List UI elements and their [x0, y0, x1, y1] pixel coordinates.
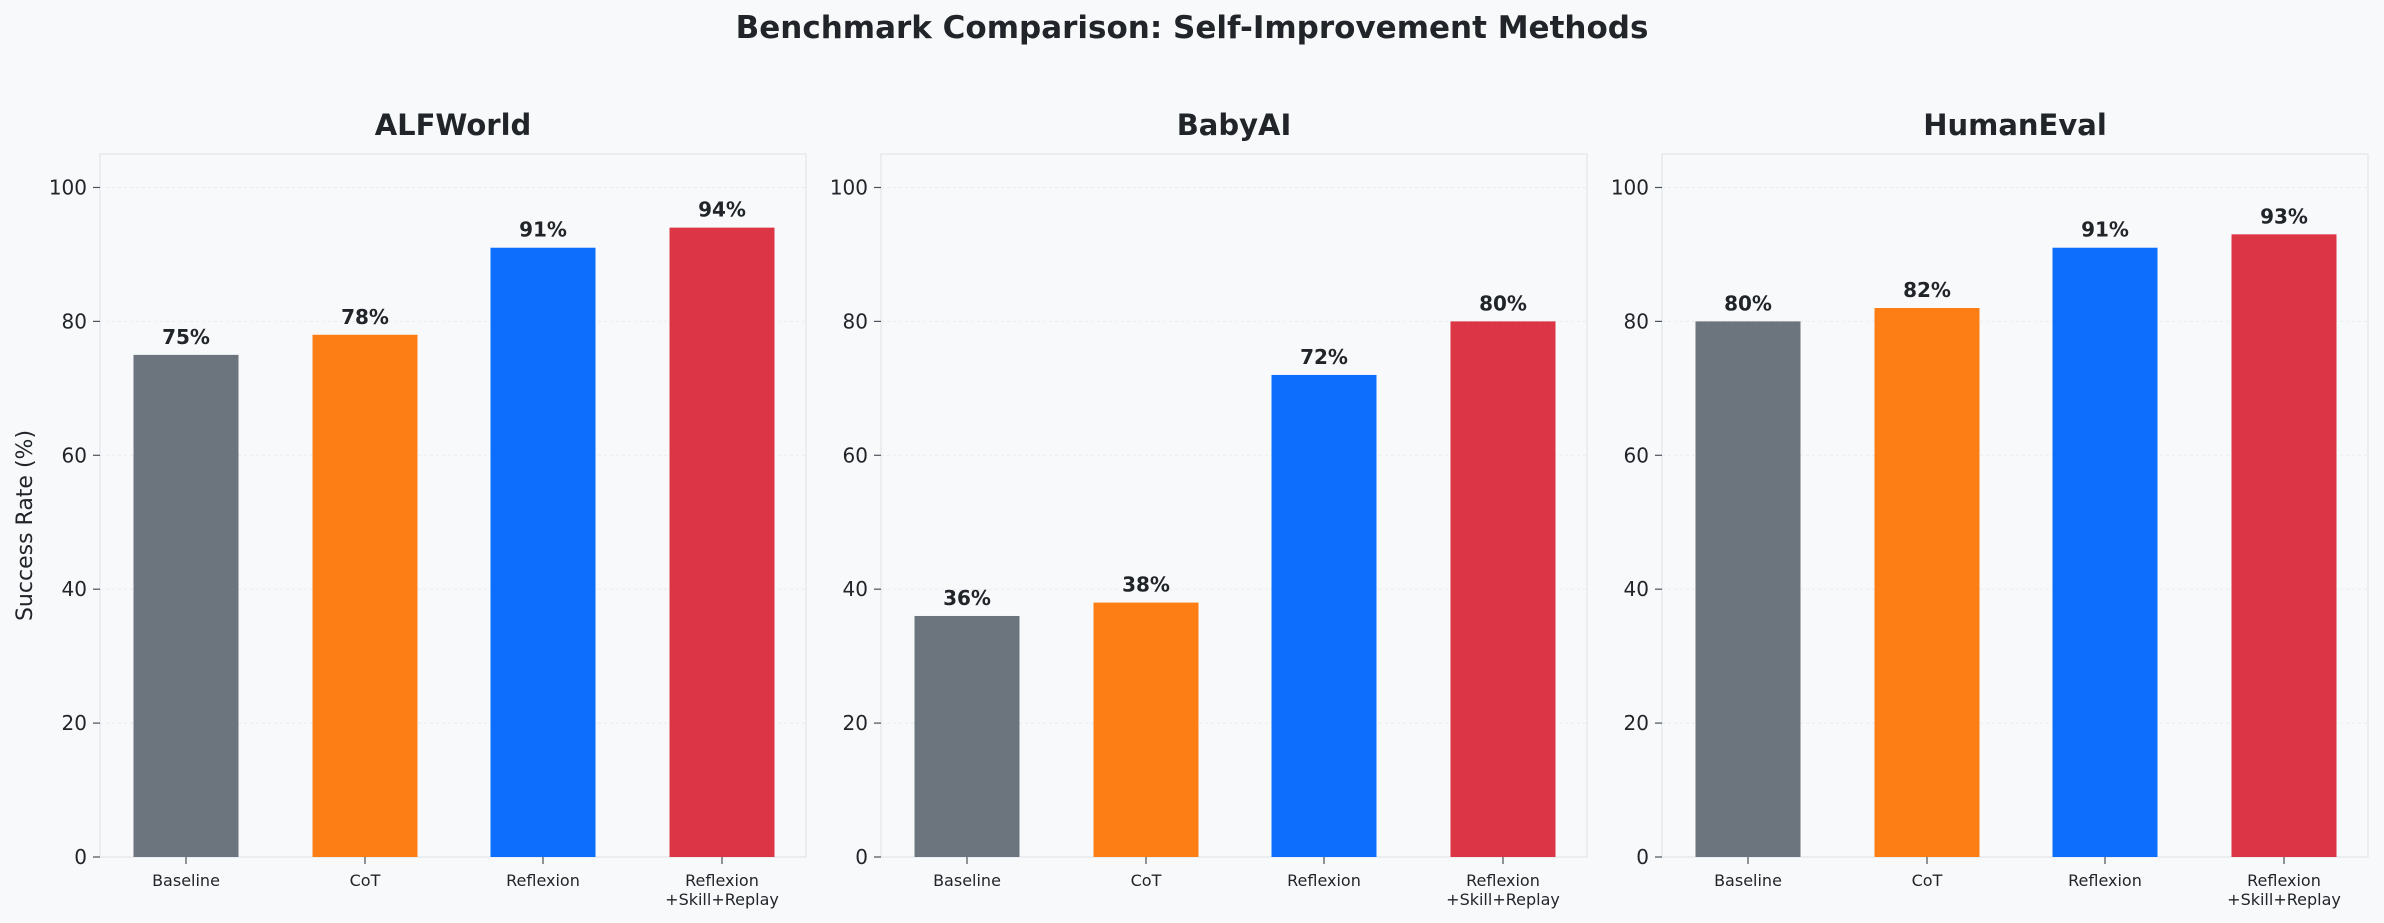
y-tick-label: 80	[1624, 309, 1649, 333]
x-tick-label: Reflexion	[506, 871, 580, 890]
bar	[669, 227, 775, 858]
data-label: 75%	[162, 325, 210, 349]
y-tick-label: 100	[830, 175, 868, 199]
bar	[490, 247, 596, 857]
y-tick-label: 0	[1636, 845, 1649, 869]
y-tick-label: 100	[1611, 175, 1649, 199]
x-tick-label: Reflexion	[2068, 871, 2142, 890]
panel-title: HumanEval	[1923, 108, 2107, 142]
y-tick-label: 80	[843, 309, 868, 333]
bar	[1874, 307, 1980, 857]
bar	[2231, 234, 2337, 858]
data-label: 82%	[1903, 278, 1951, 302]
bar	[914, 615, 1020, 857]
data-label: 78%	[341, 305, 389, 329]
panel-2: 0 20 40 60 80 100 HumanEval 80% Baseline 82% CoT 91…	[1611, 108, 2369, 909]
data-label: 91%	[519, 218, 567, 242]
bar	[1695, 321, 1801, 857]
panel-0: 0 20 40 60 80 100 ALFWorld Success Rate (%) 75% B…	[13, 108, 807, 909]
bar	[312, 334, 418, 857]
panel-title: BabyAI	[1177, 108, 1292, 142]
data-label: 80%	[1479, 291, 1527, 315]
bar	[1271, 374, 1377, 857]
figure-title: Benchmark Comparison: Self-Improvement M…	[736, 10, 1649, 46]
data-label: 80%	[1724, 291, 1772, 315]
x-tick-label: Reflexion +Skill+Replay	[1446, 871, 1560, 909]
x-tick-label: Reflexion	[1287, 871, 1361, 890]
bar	[2052, 247, 2158, 857]
y-tick-label: 40	[62, 577, 87, 601]
y-tick-label: 60	[843, 443, 868, 467]
y-tick-label: 20	[1624, 711, 1649, 735]
x-tick-label: CoT	[1131, 871, 1162, 890]
bar	[1450, 321, 1556, 857]
data-label: 36%	[943, 586, 991, 610]
y-tick-label: 40	[1624, 577, 1649, 601]
bar	[133, 354, 239, 857]
x-tick-label: Reflexion +Skill+Replay	[2227, 871, 2341, 909]
data-label: 94%	[698, 198, 746, 222]
data-label: 93%	[2260, 204, 2308, 228]
data-label: 91%	[2081, 218, 2129, 242]
data-label: 72%	[1300, 345, 1348, 369]
y-tick-label: 60	[62, 443, 87, 467]
y-tick-label: 0	[855, 845, 868, 869]
y-tick-label: 40	[843, 577, 868, 601]
y-tick-label: 20	[843, 711, 868, 735]
x-tick-label: Baseline	[152, 871, 220, 890]
x-tick-label: CoT	[1912, 871, 1943, 890]
y-tick-label: 0	[74, 845, 87, 869]
y-tick-label: 100	[49, 175, 87, 199]
panel-1: 0 20 40 60 80 100 BabyAI 36% Baseline 38% CoT 72% Re…	[830, 108, 1588, 909]
x-tick-label: Baseline	[1714, 871, 1782, 890]
panel-title: ALFWorld	[375, 108, 532, 142]
bar	[1093, 602, 1199, 857]
y-axis-label: Success Rate (%)	[13, 430, 38, 621]
data-label: 38%	[1122, 573, 1170, 597]
y-tick-label: 60	[1624, 443, 1649, 467]
y-tick-label: 80	[62, 309, 87, 333]
y-tick-label: 20	[62, 711, 87, 735]
chart-panels: 0 20 40 60 80 100 ALFWorld Success Rate (%) 75% B…	[13, 108, 2369, 909]
x-tick-label: CoT	[350, 871, 381, 890]
x-tick-label: Baseline	[933, 871, 1001, 890]
x-tick-label: Reflexion +Skill+Replay	[665, 871, 779, 909]
